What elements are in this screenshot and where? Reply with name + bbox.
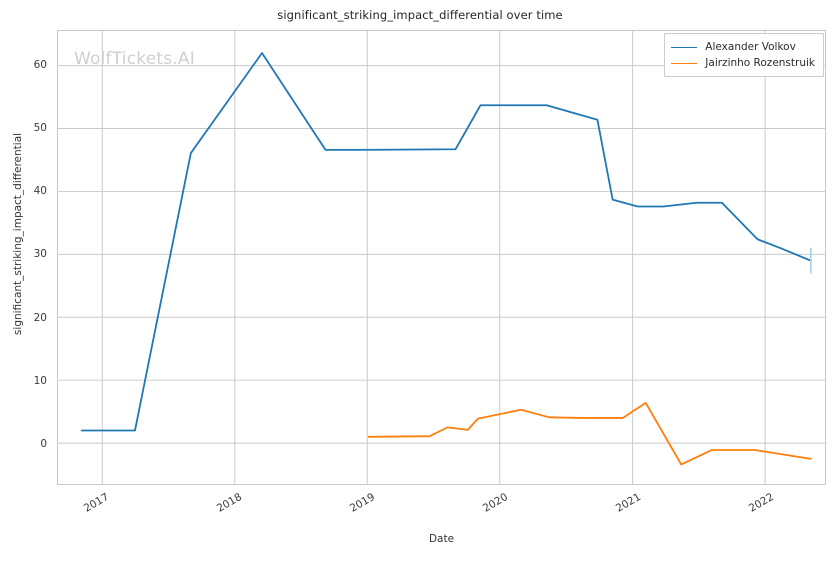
legend-item[interactable]: Alexander Volkov — [671, 39, 815, 55]
x-axis-tick: 2019 — [347, 491, 378, 515]
y-axis-tick: 60 — [33, 58, 47, 71]
watermark-text: WolfTickets.AI — [74, 49, 195, 69]
y-axis-tick: 10 — [33, 374, 47, 387]
series-line — [80, 52, 812, 432]
x-axis-tick: 2018 — [215, 491, 245, 515]
legend-label: Alexander Volkov — [705, 41, 796, 53]
y-axis-tick-labels: 0 10 20 30 40 50 60 — [0, 30, 53, 485]
chart-title: significant_striking_impact_differential… — [277, 8, 563, 22]
y-axis-tick: 30 — [33, 248, 47, 261]
x-axis-tick-labels: 2017 2018 2019 2020 2021 2022 — [57, 485, 826, 535]
x-axis-tick: 2017 — [82, 491, 112, 515]
legend-item[interactable]: Jairzinho Rozenstruik — [671, 55, 815, 71]
y-axis-label: significant_striking_impact_differential — [12, 132, 24, 336]
x-axis-label: Date — [428, 533, 455, 545]
y-axis-tick: 20 — [33, 311, 47, 324]
plot-area: WolfTickets.AI — [57, 30, 826, 485]
watermark-layer: WolfTickets.AI — [58, 31, 825, 484]
legend: Alexander Volkov Jairzinho Rozenstruik — [664, 33, 824, 77]
gridlines — [58, 31, 825, 484]
x-axis-tick: 2022 — [746, 491, 776, 515]
series-line — [367, 401, 812, 466]
legend-label: Jairzinho Rozenstruik — [705, 57, 815, 69]
data-series-layer — [80, 52, 812, 466]
y-axis-tick: 50 — [33, 121, 47, 134]
y-axis-tick: 40 — [33, 185, 47, 198]
legend-color-swatch — [671, 46, 698, 48]
legend-color-swatch — [671, 62, 698, 64]
y-axis-tick: 0 — [40, 437, 47, 450]
x-axis-tick: 2020 — [480, 491, 510, 515]
x-axis-tick: 2021 — [613, 491, 644, 515]
